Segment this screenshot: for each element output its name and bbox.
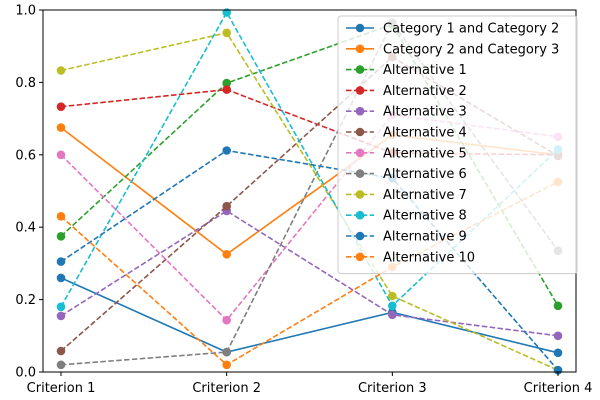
- series-11-point-1: [56, 257, 66, 266]
- series-10-point-3: [388, 301, 397, 311]
- series-11-point-2: [222, 146, 231, 155]
- legend-box: [337, 15, 578, 275]
- legend-label: Alternative 3: [383, 105, 467, 120]
- legend-label: Alternative 2: [383, 84, 467, 99]
- y-tick-label: 0.4: [15, 221, 36, 236]
- series-10-point-1: [56, 302, 66, 312]
- legend-swatch-marker: [355, 86, 365, 95]
- series-10-point-2: [222, 8, 231, 17]
- series-line-9: [60, 31, 559, 371]
- legend-label: Alternative 10: [383, 250, 475, 265]
- y-tick-label: 0.6: [15, 148, 36, 163]
- series-9-point-2: [222, 28, 231, 38]
- x-tick-label: Criterion 3: [358, 381, 427, 396]
- legend: Category 1 and Category 2 Category 2 and …: [337, 15, 578, 275]
- series-5-point-1: [56, 311, 66, 321]
- legend-label: Category 1 and Category 2: [383, 22, 559, 37]
- series-line-10: [60, 10, 559, 308]
- series-line-5: [60, 209, 559, 337]
- series-line-11: [60, 149, 559, 371]
- legend-label: Alternative 4: [383, 126, 467, 141]
- series-4-point-1: [56, 102, 66, 111]
- legend-swatch-marker: [355, 252, 365, 262]
- legend-label: Category 2 and Category 3: [383, 42, 559, 57]
- series-12-point-1: [56, 212, 66, 221]
- legend-swatch-marker: [355, 65, 365, 74]
- series-3-point-2: [222, 78, 231, 88]
- x-tick-label: Criterion 4: [524, 381, 593, 396]
- series-4-point-2: [222, 85, 231, 94]
- series-12-point-2: [222, 360, 231, 370]
- x-tick-label: Criterion 1: [27, 381, 96, 396]
- y-tick-label: 0.0: [15, 366, 36, 381]
- series-8-point-1: [56, 360, 66, 370]
- y-tick-label: 1.0: [15, 4, 36, 19]
- series-1-point-4: [553, 348, 563, 358]
- legend-label: Alternative 8: [383, 209, 467, 224]
- series-2-point-2: [222, 250, 231, 259]
- series-3-point-1: [56, 232, 66, 241]
- series-3-point-4: [553, 301, 563, 311]
- legend-swatch-marker: [355, 169, 365, 178]
- legend-swatch-marker: [355, 44, 365, 54]
- series-9-point-1: [56, 66, 66, 75]
- legend-label: Alternative 7: [383, 188, 467, 203]
- series-7-point-1: [56, 150, 66, 160]
- legend-label: Alternative 1: [383, 63, 467, 78]
- legend-swatch-marker: [355, 23, 365, 33]
- legend-swatch-marker: [355, 231, 365, 241]
- series-7-point-2: [222, 315, 231, 325]
- series-8-point-2: [222, 347, 231, 357]
- legend-swatch-marker: [355, 210, 365, 220]
- y-tick-label: 0.8: [15, 76, 36, 91]
- legend-swatch-marker: [355, 148, 365, 158]
- legend-swatch-marker: [355, 190, 365, 199]
- series-2-point-1: [56, 123, 66, 132]
- legend-label: Alternative 6: [383, 167, 467, 182]
- legend-label: Alternative 9: [383, 230, 467, 245]
- legend-swatch-marker: [355, 127, 365, 137]
- x-tick-label: Criterion 2: [192, 381, 261, 396]
- series-5-point-3: [388, 310, 397, 320]
- legend-label: Alternative 5: [383, 146, 467, 161]
- series-1-point-1: [56, 273, 66, 283]
- series-6-point-2: [222, 201, 231, 211]
- series-9-point-3: [388, 291, 397, 301]
- y-tick-label: 0.2: [15, 293, 36, 308]
- series-5-point-4: [553, 331, 563, 341]
- series-6-point-1: [56, 346, 66, 356]
- legend-swatch-marker: [355, 106, 365, 116]
